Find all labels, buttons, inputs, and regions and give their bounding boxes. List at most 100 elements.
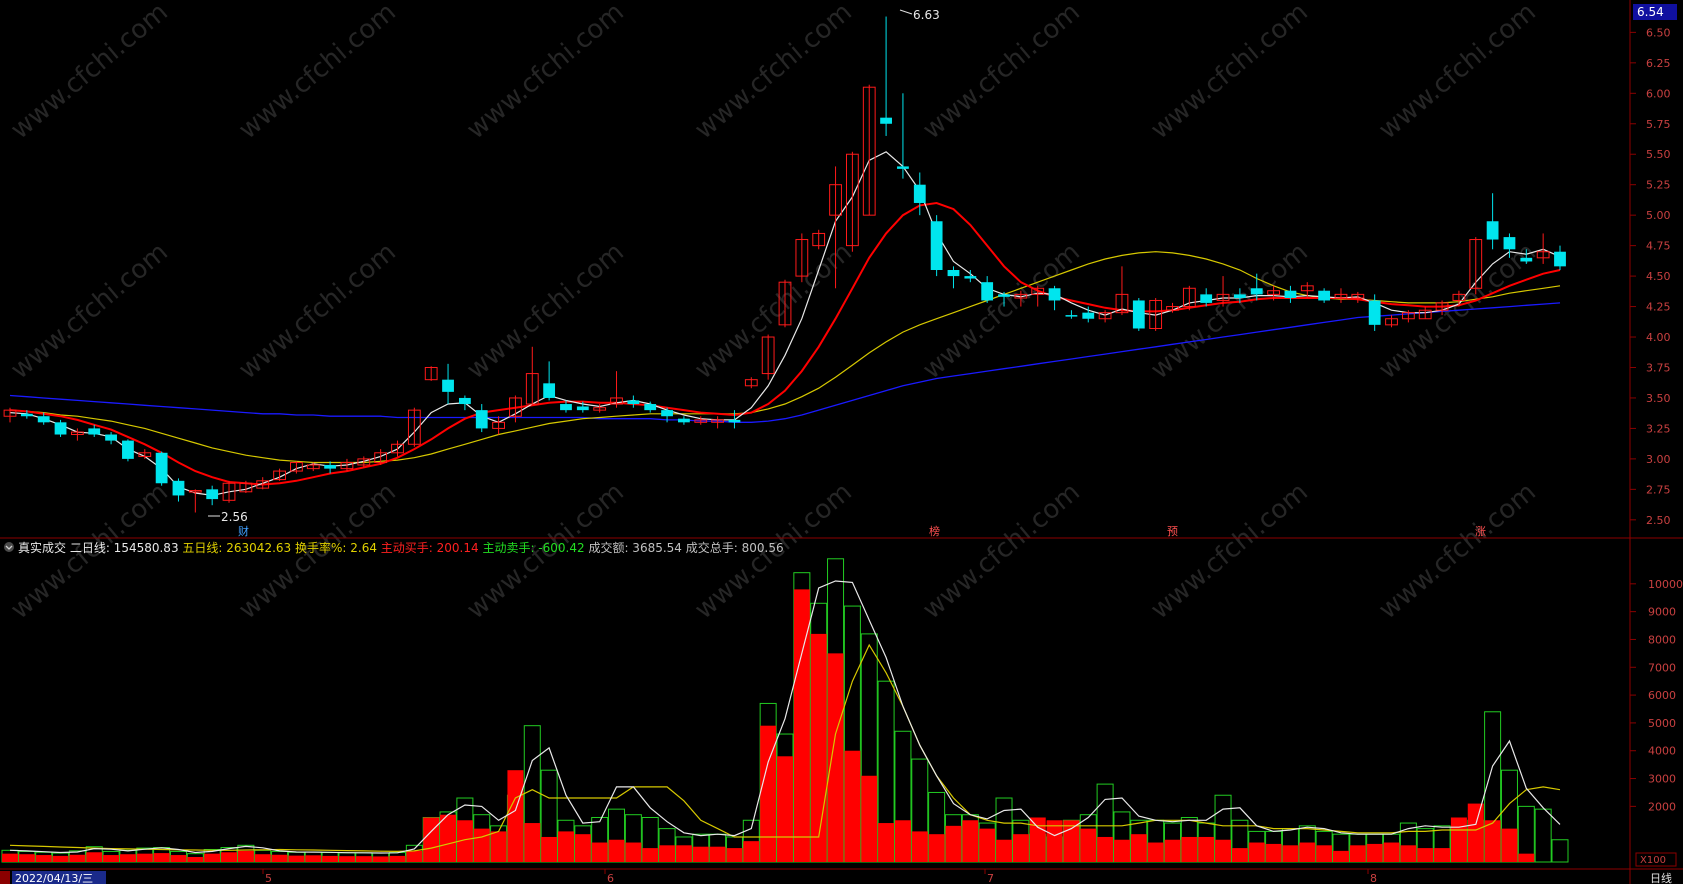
volume-active-buy bbox=[288, 855, 305, 862]
volume-active-buy bbox=[675, 845, 692, 862]
volume-bar bbox=[18, 850, 36, 863]
volume-active-buy bbox=[1080, 828, 1097, 862]
event-marker-finance[interactable]: 财 bbox=[238, 524, 249, 538]
ma-yellow-line bbox=[9, 251, 1561, 464]
high-price-label: 6.63 bbox=[913, 8, 940, 22]
candle bbox=[1098, 310, 1112, 323]
volume-active-buy bbox=[692, 846, 709, 862]
candle bbox=[1166, 302, 1179, 313]
volume-bar bbox=[52, 852, 70, 863]
candle-body-down bbox=[458, 397, 471, 405]
event-marker-limit-up[interactable]: 涨 bbox=[1475, 525, 1486, 538]
volume-bar bbox=[388, 852, 407, 863]
candle-body-up bbox=[1351, 293, 1365, 299]
volume-active-buy bbox=[962, 820, 979, 862]
period-label[interactable]: 日线 bbox=[1650, 871, 1672, 884]
volume-bar bbox=[1096, 783, 1114, 863]
candle-body-down bbox=[964, 276, 977, 279]
volume-active-buy bbox=[456, 820, 473, 862]
volume-bar bbox=[978, 822, 996, 863]
volume-bar bbox=[1332, 833, 1350, 863]
candle bbox=[206, 485, 219, 506]
candle-body-up bbox=[761, 336, 775, 375]
candle-body-up bbox=[845, 153, 859, 247]
candle bbox=[1216, 276, 1230, 307]
volume-bar bbox=[1298, 825, 1316, 863]
candle bbox=[239, 480, 253, 494]
candle-body-down bbox=[122, 440, 134, 459]
candle bbox=[644, 401, 657, 413]
event-marker-forecast[interactable]: 预 bbox=[1167, 525, 1178, 538]
volume-active-buy bbox=[743, 841, 760, 862]
candle bbox=[694, 416, 708, 425]
volume-bar bbox=[1012, 819, 1030, 863]
volume-bar bbox=[456, 797, 474, 863]
candle-body-down bbox=[155, 452, 168, 484]
volume-bar bbox=[557, 819, 575, 863]
volume-active-buy bbox=[119, 854, 136, 862]
volume-bar bbox=[1147, 819, 1165, 863]
volume-active-buy bbox=[793, 589, 810, 862]
price-tick-label: 6.00 bbox=[1646, 87, 1671, 100]
candle-body-down bbox=[324, 464, 337, 469]
candle bbox=[964, 270, 977, 283]
volume-active-buy bbox=[1518, 853, 1535, 862]
price-tick-label: 5.25 bbox=[1646, 179, 1671, 192]
candle bbox=[998, 291, 1010, 307]
volume-bar bbox=[1399, 822, 1417, 863]
candle-body-down bbox=[998, 294, 1010, 297]
volume-bar bbox=[810, 602, 828, 863]
collapse-icon[interactable] bbox=[4, 542, 14, 552]
candle-body-down bbox=[1368, 300, 1381, 325]
candle bbox=[1385, 315, 1398, 328]
price-tick-label: 3.50 bbox=[1646, 392, 1671, 405]
volume-active-buy bbox=[1366, 843, 1383, 862]
price-axis-ticks: 2.50 2.75 3.00 3.25 3.50 3.75 4.00 4.25 4.50 4.75… bbox=[1630, 26, 1671, 527]
candle bbox=[475, 404, 488, 433]
volume-pane[interactable] bbox=[1, 558, 1569, 863]
candle bbox=[576, 401, 589, 413]
candle-body-up bbox=[1166, 306, 1179, 311]
volume-active-buy bbox=[1265, 843, 1282, 862]
volume-bar bbox=[1416, 828, 1434, 863]
candle-body-up bbox=[340, 462, 354, 470]
candle bbox=[492, 416, 505, 435]
price-pane[interactable] bbox=[3, 16, 1566, 513]
watermark-text: www.cfchi.com bbox=[233, 0, 402, 145]
candle-body-down bbox=[913, 184, 926, 203]
volume-bar bbox=[85, 846, 103, 863]
candle-body-up bbox=[1149, 299, 1163, 329]
candle-body-up bbox=[1115, 293, 1129, 314]
candle bbox=[525, 346, 539, 405]
candle bbox=[1469, 237, 1483, 295]
volume-active-buy bbox=[69, 854, 86, 862]
candle-body-down bbox=[88, 428, 101, 435]
volume-bar bbox=[692, 833, 710, 863]
volume-bar bbox=[1130, 819, 1148, 863]
price-tick-label: 2.50 bbox=[1646, 514, 1671, 527]
candle-body-down bbox=[678, 418, 690, 423]
volume-bar bbox=[1046, 820, 1064, 863]
volume-bar bbox=[995, 797, 1013, 863]
candle-body-up bbox=[222, 482, 236, 501]
volume-active-buy bbox=[389, 855, 406, 862]
indicator-name: 真实成交 bbox=[18, 540, 70, 555]
candle-body-down bbox=[897, 166, 909, 169]
candle bbox=[1503, 233, 1516, 258]
candle-body-up bbox=[795, 239, 809, 277]
event-marker-rank[interactable]: 榜 bbox=[929, 524, 940, 538]
candle-body-up bbox=[711, 419, 725, 423]
price-tick-label: 2.75 bbox=[1646, 483, 1671, 496]
watermark-text: www.cfchi.com bbox=[5, 237, 174, 385]
volume-bar bbox=[1534, 808, 1552, 863]
candle bbox=[1048, 285, 1061, 311]
volume-active-buy bbox=[1012, 834, 1029, 862]
volume-active-buy bbox=[1097, 836, 1114, 862]
candle bbox=[222, 480, 236, 503]
volume-bar bbox=[1517, 805, 1535, 863]
candle-body-down bbox=[1065, 315, 1078, 317]
candle-body-down bbox=[206, 489, 219, 500]
candle bbox=[256, 477, 270, 490]
candle-body-up bbox=[188, 490, 202, 493]
candle-body-up bbox=[1014, 293, 1028, 299]
